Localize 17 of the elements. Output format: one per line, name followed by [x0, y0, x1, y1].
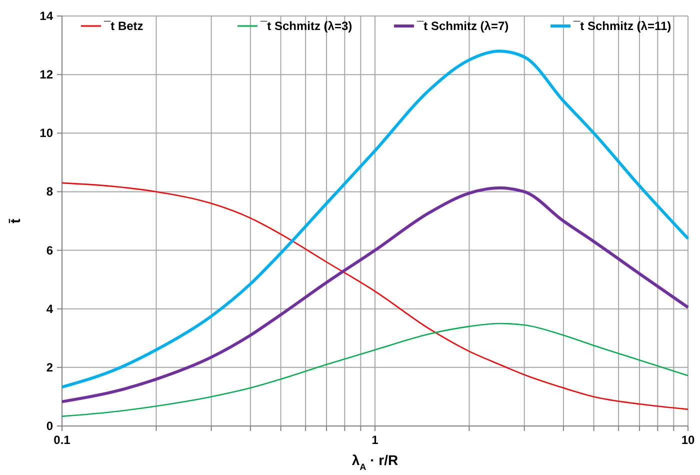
- legend-label: ¯t Schmitz (λ=7): [416, 19, 509, 33]
- x-tick-label: 1: [372, 433, 379, 447]
- legend-label: ¯t Schmitz (λ=11): [572, 19, 672, 33]
- y-tick-label: 10: [40, 126, 54, 140]
- x-tick-label: 10: [681, 433, 695, 447]
- x-tick-label: 0.1: [54, 433, 71, 447]
- legend-label: ¯t Betz: [103, 19, 144, 33]
- y-tick-label: 8: [46, 184, 54, 199]
- y-tick-label: 0: [46, 419, 54, 433]
- y-tick-label: 4: [46, 302, 54, 316]
- y-tick-label: 6: [46, 243, 54, 258]
- y-tick-label: 2: [46, 360, 54, 374]
- legend-label: ¯t Schmitz (λ=3): [260, 19, 352, 33]
- y-tick-label: 12: [40, 68, 54, 82]
- y-axis-title: t̄: [7, 218, 23, 224]
- x-axis-title: λ$_{A}$ · r/R: [352, 452, 398, 472]
- y-tick-label: 14: [40, 9, 54, 23]
